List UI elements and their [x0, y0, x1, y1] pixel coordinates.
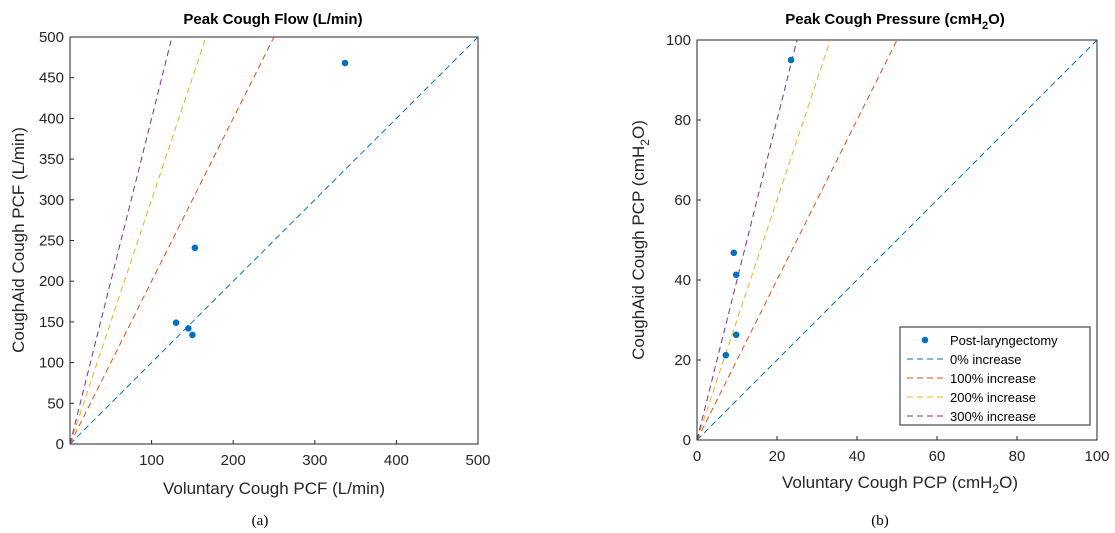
- a-ref-line-1: [69, 36, 275, 445]
- a-data-point: [191, 244, 199, 252]
- y-tick-label: 350: [39, 151, 64, 168]
- panel-a-peak-cough-flow: Peak Cough Flow (L/min) 100 200 300 400 500 …: [9, 11, 491, 529]
- panel-a-plot-area: [69, 36, 479, 445]
- y-tick-label: 500: [39, 29, 64, 46]
- x-tick-label: 20: [769, 448, 786, 465]
- a-data-point: [189, 331, 196, 339]
- legend-label: 300% increase: [950, 409, 1036, 424]
- y-tick-label: 150: [39, 314, 64, 331]
- y-tick-label: 80: [674, 112, 691, 129]
- panel-a-y-axis-label: CoughAid Cough PCF (L/min): [9, 127, 28, 353]
- panel-b-data-points: [722, 56, 795, 359]
- y-tick-label: 50: [47, 395, 64, 412]
- y-tick-label: 450: [39, 70, 64, 87]
- panel-a-x-axis-label: Voluntary Cough PCF (L/min): [163, 479, 385, 498]
- panel-a-x-ticks: 100 200 300 400 500: [139, 440, 491, 469]
- x-tick-label: 100: [139, 452, 164, 469]
- x-tick-label: 300: [302, 452, 327, 469]
- b-data-point: [732, 271, 740, 279]
- panel-b-plot-area: [696, 39, 1098, 441]
- y-tick-label: 300: [39, 192, 64, 209]
- y-tick-label: 0: [56, 436, 64, 453]
- panel-a-reference-lines: [69, 36, 479, 445]
- panel-b-y-axis-label: CoughAid Cough PCP (cmH2O): [629, 120, 652, 360]
- legend: Post-laryngectomy 0% increase 100% increas…: [899, 326, 1091, 426]
- panel-b-y-ticks: 0 20 40 60 80 100: [666, 32, 701, 449]
- y-tick-label: 400: [39, 110, 64, 127]
- a-data-point: [185, 325, 192, 332]
- panel-b-caption: (b): [871, 513, 889, 529]
- y-tick-label: 100: [39, 355, 64, 372]
- legend-label: 100% increase: [950, 371, 1036, 386]
- a-data-point: [172, 319, 180, 327]
- x-tick-label: 0: [693, 448, 701, 465]
- b-data-point: [730, 249, 738, 257]
- y-tick-label: 250: [39, 233, 64, 250]
- x-tick-label: 80: [1009, 448, 1026, 465]
- x-tick-label: 200: [221, 452, 246, 469]
- x-tick-label: 500: [465, 452, 490, 469]
- y-tick-label: 40: [674, 272, 691, 289]
- panel-a-caption: (a): [252, 513, 269, 529]
- b-data-point: [732, 331, 740, 339]
- y-tick-label: 60: [674, 192, 691, 209]
- panel-b-title: Peak Cough Pressure (cmH2O): [785, 11, 1005, 32]
- x-tick-label: 100: [1084, 448, 1109, 465]
- a-ref-line-3: [69, 36, 173, 445]
- a-ref-line-2: [69, 36, 207, 445]
- a-data-point: [341, 59, 349, 67]
- x-tick-label: 60: [929, 448, 946, 465]
- x-tick-label: 400: [384, 452, 409, 469]
- legend-box: [899, 326, 1091, 426]
- b-ref-line-2: [696, 39, 831, 441]
- legend-label: 200% increase: [950, 390, 1036, 405]
- panel-a-title: Peak Cough Flow (L/min): [183, 11, 362, 28]
- legend-marker: [921, 336, 929, 344]
- b-ref-line-3: [696, 39, 798, 441]
- b-ref-line-1: [696, 39, 898, 441]
- panel-a-data-points: [172, 59, 349, 339]
- b-ref-line-0: [696, 39, 1098, 441]
- legend-label: Post-laryngectomy: [950, 333, 1058, 348]
- b-data-point: [787, 56, 795, 64]
- panel-b-peak-cough-pressure: Peak Cough Pressure (cmH2O) 0 20 40 60 80 100…: [629, 11, 1110, 529]
- panel-a-y-ticks: 0 50 100 150 200 250 300 350 400 450 500: [39, 29, 74, 453]
- x-tick-label: 40: [849, 448, 866, 465]
- y-tick-label: 200: [39, 273, 64, 290]
- b-data-point: [722, 351, 730, 359]
- panel-b-reference-lines: [696, 39, 1098, 441]
- y-tick-label: 0: [683, 432, 691, 449]
- y-tick-label: 100: [666, 32, 691, 49]
- panel-b-x-ticks: 0 20 40 60 80 100: [693, 436, 1110, 465]
- a-ref-line-0: [69, 36, 479, 445]
- y-tick-label: 20: [674, 352, 691, 369]
- legend-label: 0% increase: [950, 352, 1022, 367]
- panel-b-x-axis-label: Voluntary Cough PCP (cmH2O): [782, 473, 1018, 496]
